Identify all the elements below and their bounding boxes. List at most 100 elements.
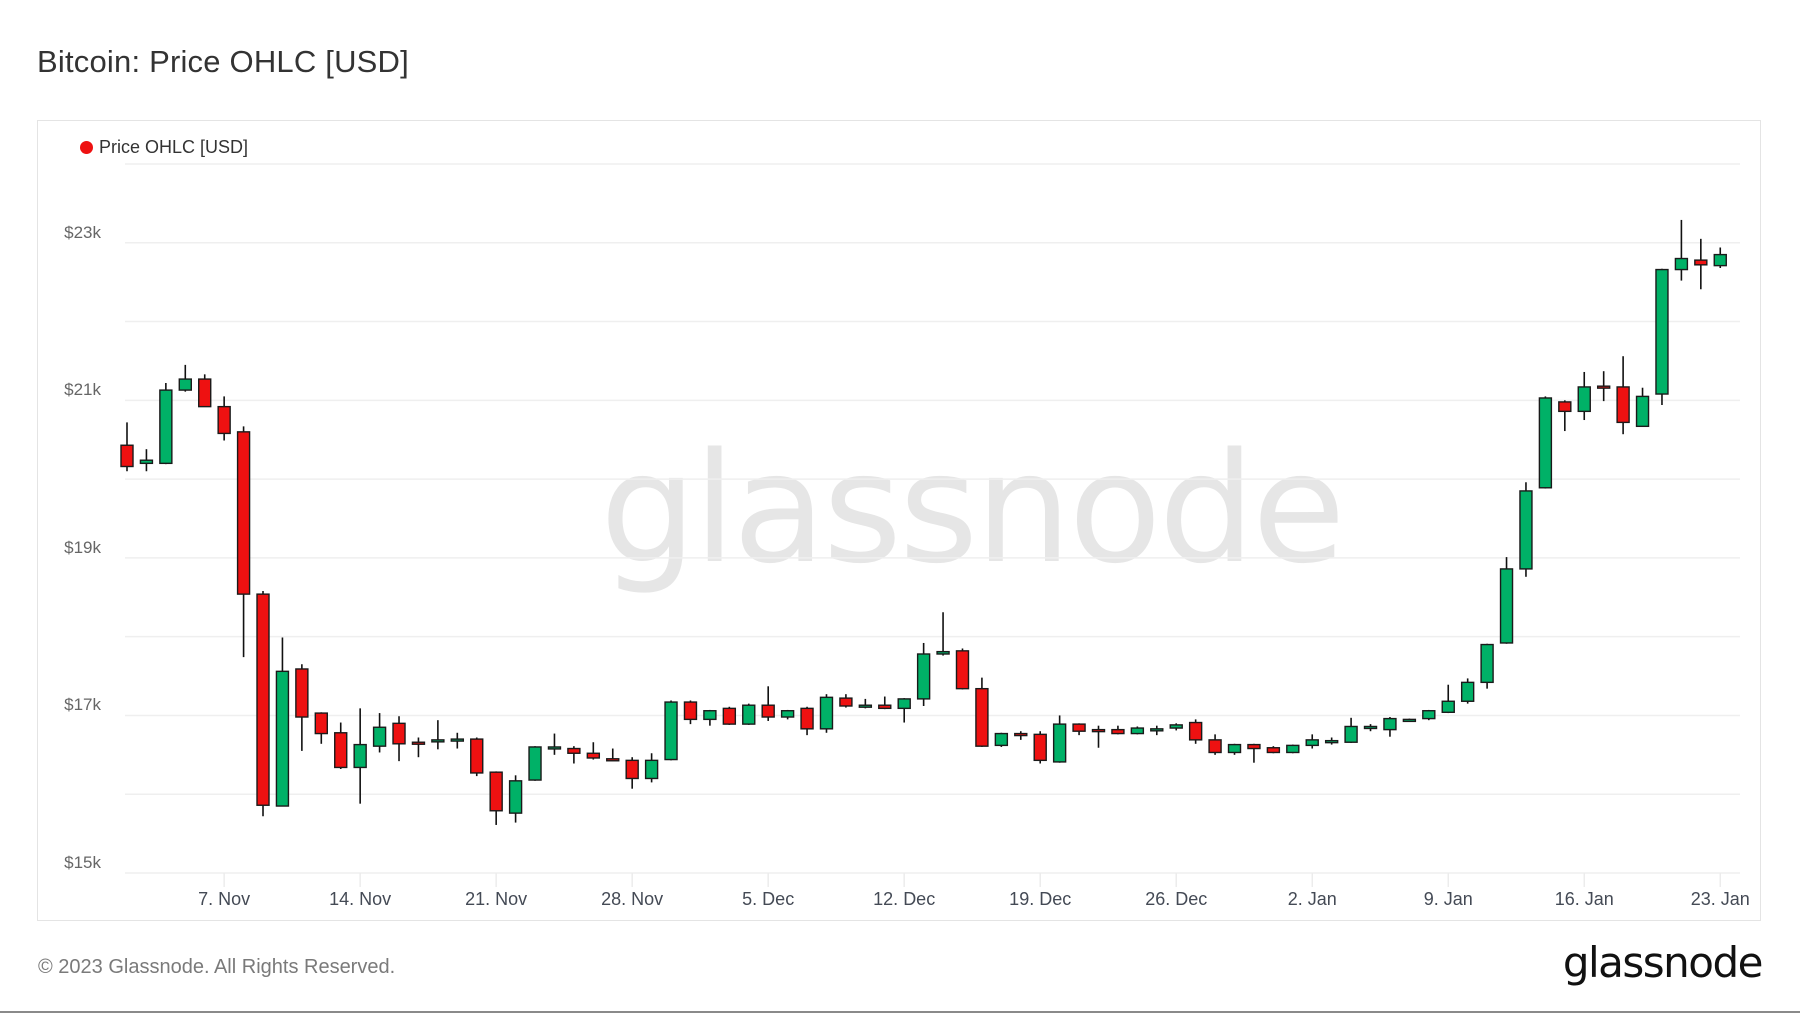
candle[interactable]: 4 Jan O:16660 H:16970 L:16650 C:16860 <box>1344 717 1358 744</box>
candle[interactable]: 4 Nov O:20200 H:21220 L:20190 C:21130 <box>159 383 173 465</box>
legend-item-price-ohlc[interactable]: Price OHLC [USD] <box>80 137 248 158</box>
gridlines <box>125 163 1740 874</box>
candle[interactable]: 1 Dec O:17170 H:17190 L:16890 C:16950 <box>683 700 698 725</box>
candle[interactable]: 23 Nov O:16180 H:16610 L:16170 C:16600 <box>528 746 542 781</box>
candle[interactable]: 29 Nov O:16200 H:16520 L:16150 C:16430 <box>644 753 659 783</box>
candle[interactable]: 16 Dec O:17340 H:17480 L:16600 C:16610 <box>975 677 989 747</box>
candle[interactable]: 8 Nov O:20600 H:20670 L:17740 C:18540 <box>236 426 251 658</box>
candle[interactable]: 23 Dec O:16820 H:16870 L:16760 C:16770 <box>1111 725 1125 735</box>
candle[interactable]: 6 Jan O:16820 H:16980 L:16730 C:16960 <box>1383 717 1397 737</box>
candle[interactable]: 31 Dec O:16590 H:16610 L:16520 C:16530 <box>1266 746 1281 754</box>
candle[interactable]: 24 Dec O:16770 H:16860 L:16760 C:16840 <box>1130 726 1145 735</box>
candle[interactable]: 17 Jan O:21180 H:21370 L:20990 C:21160 <box>1596 371 1611 402</box>
candle[interactable]: 14 Jan O:19890 H:21050 L:19880 C:21030 <box>1538 396 1553 489</box>
candle[interactable]: 8 Dec O:16830 H:17270 L:16780 C:17230 <box>819 694 834 733</box>
candles[interactable]: 2 Nov O:20430 H:20720 L:20100 C:20160 3 N… <box>120 219 1727 825</box>
candle[interactable]: 9 Dec O:17220 H:17270 L:17100 C:17120 <box>839 694 853 708</box>
candle[interactable]: 2 Dec O:16950 H:17070 L:16870 C:17060 <box>703 709 717 726</box>
x-axis-label: 5. Dec <box>742 889 795 909</box>
candle[interactable]: 26 Dec O:16840 H:16900 L:16810 C:16880 <box>1169 723 1183 731</box>
y-axis-label: $21k <box>64 380 101 400</box>
candle[interactable]: 20 Jan O:21080 H:22670 L:20940 C:22660 <box>1655 268 1669 406</box>
x-axis-label: 26. Dec <box>1145 889 1208 909</box>
candle[interactable]: 15 Nov O:16610 H:17030 L:16530 C:16850 <box>372 713 387 753</box>
candle[interactable]: 29 Dec O:16530 H:16640 L:16500 C:16630 <box>1227 743 1242 755</box>
candle[interactable]: 2 Jan O:16620 H:16760 L:16580 C:16690 <box>1305 734 1319 749</box>
y-axis-label: $19k <box>64 537 101 557</box>
candle[interactable]: 7 Jan O:16940 H:16960 L:16920 C:16950 <box>1402 718 1417 723</box>
candle[interactable]: 12 Nov O:17030 H:17040 L:16640 C:16770 <box>314 712 328 744</box>
candle[interactable]: 7 Nov O:20920 H:21050 L:20490 C:20580 <box>217 396 231 441</box>
candle[interactable]: 16 Nov O:16900 H:16990 L:16420 C:16640 <box>392 716 406 762</box>
x-axis-label: 21. Nov <box>465 889 528 909</box>
candle[interactable]: 6 Nov O:21270 H:21330 L:20920 C:20920 <box>198 374 212 408</box>
y-axis-label: $23k <box>64 222 101 242</box>
candle[interactable]: 15 Dec O:17820 H:17850 L:17330 C:17340 <box>955 648 970 690</box>
candle[interactable]: 11 Nov O:17590 H:17650 L:16550 C:16980 <box>295 664 309 751</box>
candle[interactable]: 18 Nov O:16670 H:16940 L:16570 C:16690 <box>431 720 445 750</box>
glassnode-logo[interactable]: glassnode <box>1562 938 1764 987</box>
candle[interactable]: 28 Dec O:16690 H:16760 L:16500 C:16530 <box>1208 734 1222 755</box>
candle[interactable]: 10 Dec O:17120 H:17210 L:17090 C:17130 <box>858 698 873 709</box>
candle[interactable]: 14 Nov O:16340 H:17090 L:15880 C:16630 <box>353 708 367 804</box>
candle[interactable]: 11 Jan O:17420 H:17910 L:17340 C:17900 <box>1480 643 1494 689</box>
candle[interactable]: 10 Jan O:17180 H:17470 L:17150 C:17420 <box>1460 678 1475 704</box>
candle[interactable]: 19 Nov O:16690 H:16780 L:16580 C:16700 <box>450 732 465 749</box>
x-axis-label: 7. Nov <box>198 889 251 909</box>
candle[interactable]: 13 Jan O:18860 H:19960 L:18760 C:19850 <box>1519 482 1533 577</box>
candle[interactable]: 23 Jan O:22710 H:22940 L:22680 C:22850 <box>1713 247 1727 268</box>
candle[interactable]: 15 Jan O:20980 H:21000 L:20610 C:20860 <box>1558 400 1572 432</box>
candle[interactable]: 20 Dec O:16410 H:17000 L:16400 C:16890 <box>1052 715 1067 763</box>
candle[interactable]: 18 Jan O:21170 H:21560 L:20570 C:20720 <box>1616 356 1630 435</box>
candle[interactable]: 13 Nov O:16780 H:16910 L:16320 C:16340 <box>334 722 348 770</box>
candle[interactable]: 11 Dec O:17130 H:17240 L:17080 C:17090 <box>878 696 892 710</box>
candle[interactable]: 17 Nov O:16660 H:16720 L:16470 C:16650 <box>411 737 426 758</box>
candle[interactable]: 22 Nov O:15760 H:16240 L:15640 C:16170 <box>508 775 523 823</box>
candle[interactable]: 24 Nov O:16590 H:16770 L:16500 C:16600 <box>547 733 562 755</box>
y-axis-label: $15k <box>64 853 101 872</box>
candle[interactable]: 27 Nov O:16450 H:16580 L:16420 C:16440 <box>606 748 620 762</box>
candle[interactable]: 20 Nov O:16700 H:16720 L:16230 C:16270 <box>470 737 484 777</box>
candle[interactable]: 16 Jan O:20860 H:21360 L:20750 C:21170 <box>1577 371 1591 421</box>
candle[interactable]: 21 Dec O:16890 H:16900 L:16750 C:16800 <box>1072 723 1086 736</box>
x-axis-label: 19. Dec <box>1009 889 1072 909</box>
candle[interactable]: 30 Dec O:16630 H:16640 L:16400 C:16580 <box>1247 743 1261 763</box>
candle[interactable]: 5 Jan O:16850 H:16890 L:16800 C:16860 <box>1363 724 1378 732</box>
copyright-footer: © 2023 Glassnode. All Rights Reserved. <box>38 956 396 978</box>
candle[interactable]: 19 Dec O:16760 H:16800 L:16390 C:16430 <box>1033 731 1047 764</box>
candle[interactable]: 3 Dec O:17090 H:17110 L:16880 C:16890 <box>722 706 737 725</box>
x-axis-ticks <box>223 873 1722 887</box>
x-axis-label: 23. Jan <box>1690 889 1750 909</box>
candle[interactable]: 8 Jan O:16960 H:17070 L:16940 C:17060 <box>1422 709 1436 721</box>
candle[interactable]: 30 Nov O:16440 H:17190 L:16430 C:17170 <box>664 700 678 761</box>
candle[interactable]: 21 Jan O:22660 H:23290 L:22520 C:22800 <box>1674 219 1689 281</box>
candle[interactable]: 22 Jan O:22780 H:23050 L:22410 C:22720 <box>1694 238 1708 290</box>
candle[interactable]: 12 Jan O:17920 H:19010 L:17910 C:18860 <box>1499 557 1514 644</box>
candle[interactable]: 26 Nov O:16520 H:16660 L:16440 C:16460 <box>586 742 601 760</box>
candle[interactable]: 9 Jan O:17040 H:17390 L:17030 C:17180 <box>1441 684 1455 714</box>
candle[interactable]: 25 Nov O:16580 H:16610 L:16390 C:16520 <box>567 746 581 764</box>
candle[interactable]: 3 Nov O:20200 H:20380 L:20100 C:20240 <box>139 449 154 472</box>
candle[interactable]: 12 Dec O:17090 H:17220 L:16910 C:17210 <box>897 698 911 723</box>
candle[interactable]: 9 Nov O:18540 H:18580 L:15720 C:15860 <box>256 590 270 817</box>
candle[interactable]: 3 Jan O:16670 H:16720 L:16630 C:16680 <box>1324 737 1339 745</box>
candle[interactable]: 17 Dec O:16620 H:16780 L:16600 C:16770 <box>994 732 1009 747</box>
candle[interactable]: 27 Dec O:16910 H:16950 L:16640 C:16690 <box>1188 719 1203 744</box>
candle[interactable]: 10 Nov O:15850 H:17990 L:15850 C:17560 <box>275 637 290 807</box>
candle[interactable]: 2 Nov O:20430 H:20720 L:20100 C:20160 <box>120 422 134 472</box>
candle[interactable]: 4 Dec O:16890 H:17150 L:16880 C:17130 <box>742 703 756 725</box>
candle[interactable]: 25 Dec O:16820 H:16870 L:16750 C:16830 <box>1150 725 1164 736</box>
candle[interactable]: 1 Jan O:16530 H:16630 L:16520 C:16620 <box>1286 744 1300 754</box>
candle[interactable]: 6 Dec O:16980 H:17070 L:16950 C:17060 <box>780 709 795 720</box>
candle[interactable]: 18 Dec O:16770 H:16800 L:16690 C:16760 <box>1014 731 1028 740</box>
candle[interactable]: 28 Nov O:16430 H:16470 L:16070 C:16200 <box>625 757 639 789</box>
candle[interactable]: 21 Nov O:16280 H:16290 L:15610 C:15790 <box>489 771 503 825</box>
candle[interactable]: 19 Jan O:20670 H:21160 L:20670 C:21050 <box>1635 387 1650 428</box>
candle[interactable]: 14 Dec O:17780 H:18310 L:17760 C:17810 <box>936 612 950 656</box>
candle[interactable]: 5 Nov O:21130 H:21450 L:21110 C:21270 <box>178 364 192 392</box>
candle[interactable]: 5 Dec O:17130 H:17370 L:16930 C:16980 <box>761 686 775 721</box>
candle[interactable]: 7 Dec O:17090 H:17110 L:16750 C:16830 <box>800 706 814 736</box>
candle[interactable]: 13 Dec O:17210 H:17920 L:17120 C:17780 <box>916 642 931 706</box>
candle[interactable]: 22 Dec O:16820 H:16870 L:16590 C:16810 <box>1091 725 1106 748</box>
